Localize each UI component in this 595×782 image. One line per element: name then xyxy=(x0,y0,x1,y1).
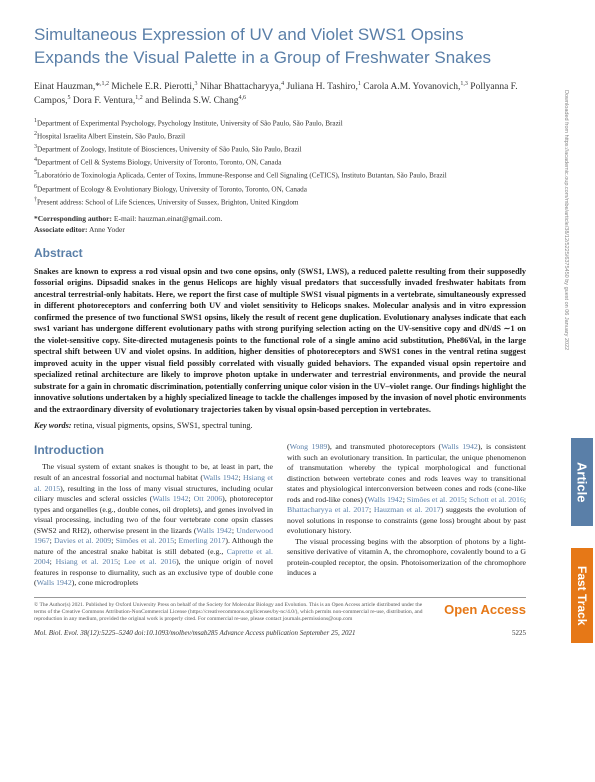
journal-reference: Mol. Biol. Evol. 38(12):5225–5240 doi:10… xyxy=(34,629,356,637)
column-left: Introduction The visual system of extant… xyxy=(34,442,273,588)
affiliation-line: †Present address: School of Life Science… xyxy=(34,196,526,208)
affiliations: 1Department of Experimental Psychology, … xyxy=(34,117,526,208)
intro-paragraph-2: (Wong 1989), and transmuted photorecepto… xyxy=(287,442,526,537)
affiliation-line: 3Department of Zoology, Institute of Bio… xyxy=(34,143,526,155)
affiliation-line: 2Hospital Israelita Albert Einstein, São… xyxy=(34,130,526,142)
download-watermark: Downloaded from https://academic.oup.com… xyxy=(563,90,569,350)
affiliation-line: 1Department of Experimental Psychology, … xyxy=(34,117,526,129)
keywords: Key words: retina, visual pigments, opsi… xyxy=(34,421,526,430)
fast-track-tab: Fast Track xyxy=(571,548,593,643)
license-text: © The Author(s) 2021. Published by Oxfor… xyxy=(34,602,424,623)
affiliation-line: 6Department of Ecology & Evolutionary Bi… xyxy=(34,183,526,195)
affiliation-line: 5Laboratório de Toxinologia Aplicada, Ce… xyxy=(34,169,526,181)
introduction-heading: Introduction xyxy=(34,442,273,458)
open-access-badge: Open Access xyxy=(444,602,526,617)
associate-name: Anne Yoder xyxy=(89,225,125,234)
corresponding-email: E-mail: hauzman.einat@gmail.com. xyxy=(114,214,223,223)
article-title: Simultaneous Expression of UV and Violet… xyxy=(34,24,526,70)
keywords-text: retina, visual pigments, opsins, SWS1, s… xyxy=(74,421,253,430)
associate-editor: Associate editor: Anne Yoder xyxy=(34,225,526,234)
keywords-label: Key words: xyxy=(34,421,72,430)
affiliation-line: 4Department of Cell & Systems Biology, U… xyxy=(34,156,526,168)
intro-paragraph-3: The visual processing begins with the ab… xyxy=(287,537,526,579)
authors-list: Einat Hauzman,*,1,2 Michele E.R. Pierott… xyxy=(34,80,526,109)
column-right: (Wong 1989), and transmuted photorecepto… xyxy=(287,442,526,588)
corresponding-author: *Corresponding author: E-mail: hauzman.e… xyxy=(34,214,526,223)
page-number: 5225 xyxy=(512,629,526,637)
associate-label: Associate editor: xyxy=(34,225,88,234)
intro-paragraph-1: The visual system of extant snakes is th… xyxy=(34,462,273,588)
abstract-heading: Abstract xyxy=(34,246,526,260)
footer: © The Author(s) 2021. Published by Oxfor… xyxy=(34,597,526,623)
journal-footer: Mol. Biol. Evol. 38(12):5225–5240 doi:10… xyxy=(34,629,526,637)
abstract-text: Snakes are known to express a rod visual… xyxy=(34,266,526,415)
article-tab: Article xyxy=(571,438,593,526)
sidebar: Article Fast Track xyxy=(565,0,595,782)
corresponding-label: *Corresponding author: xyxy=(34,214,112,223)
